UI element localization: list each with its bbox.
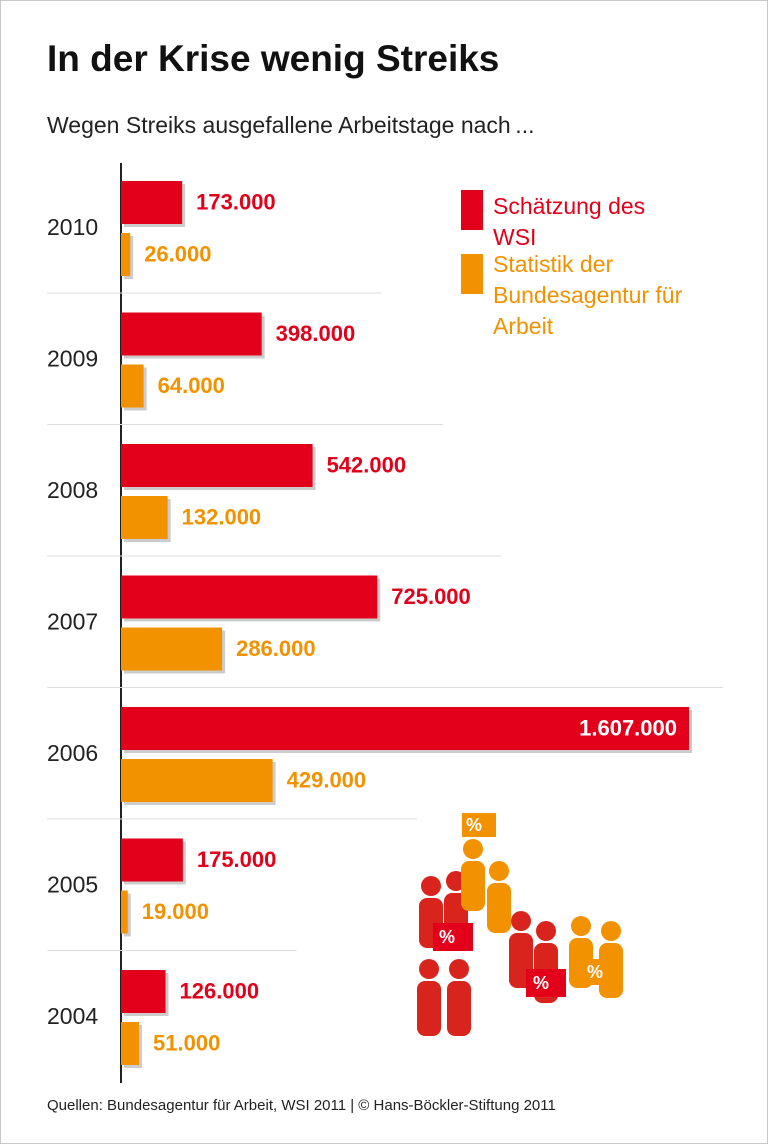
value-label: 542.000 bbox=[327, 452, 407, 477]
y-tick-label: 2006 bbox=[47, 740, 98, 766]
y-tick-label: 2004 bbox=[47, 1003, 98, 1029]
bar bbox=[121, 707, 689, 750]
legend-swatch bbox=[461, 190, 483, 230]
y-tick-label: 2009 bbox=[47, 346, 98, 372]
value-label: 132.000 bbox=[182, 504, 262, 529]
svg-text:%: % bbox=[533, 973, 549, 993]
value-label: 126.000 bbox=[180, 978, 260, 1003]
bar bbox=[121, 364, 144, 408]
value-label: 1.607.000 bbox=[579, 715, 677, 740]
chart-title: In der Krise wenig Streiks bbox=[47, 38, 499, 79]
value-label: 286.000 bbox=[236, 636, 316, 661]
bar bbox=[121, 1022, 140, 1065]
value-label: 398.000 bbox=[276, 321, 356, 346]
bar bbox=[121, 970, 166, 1013]
chart-subtitle: Wegen Streiks ausgefallene Arbeitstage n… bbox=[47, 112, 534, 138]
y-tick-label: 2010 bbox=[47, 214, 98, 240]
value-label: 26.000 bbox=[144, 241, 211, 266]
svg-text:%: % bbox=[439, 927, 455, 947]
y-tick-label: 2008 bbox=[47, 477, 98, 503]
illustration: %%%% bbox=[417, 813, 623, 1036]
svg-text:%: % bbox=[466, 815, 482, 835]
bar bbox=[121, 575, 378, 619]
bar bbox=[121, 890, 128, 934]
y-tick-label: 2005 bbox=[47, 872, 98, 898]
bar bbox=[121, 496, 168, 539]
bar bbox=[121, 627, 223, 671]
svg-text:%: % bbox=[587, 962, 603, 982]
bar bbox=[121, 759, 273, 802]
value-label: 725.000 bbox=[391, 584, 471, 609]
bar bbox=[121, 838, 183, 882]
bar bbox=[121, 181, 183, 224]
legend-label: Schätzung des WSI bbox=[493, 193, 646, 250]
value-label: 429.000 bbox=[287, 767, 367, 792]
legend-label: Statistik der Bundesagentur für Arbeit bbox=[493, 251, 683, 339]
bar bbox=[121, 312, 262, 356]
y-tick-label: 2007 bbox=[47, 609, 98, 635]
value-label: 175.000 bbox=[197, 847, 277, 872]
legend-swatch bbox=[461, 254, 483, 294]
value-label: 51.000 bbox=[153, 1030, 220, 1055]
value-label: 64.000 bbox=[158, 373, 225, 398]
value-label: 173.000 bbox=[196, 189, 276, 214]
value-label: 19.000 bbox=[142, 899, 209, 924]
source: Quellen: Bundesagentur für Arbeit, WSI 2… bbox=[47, 1097, 556, 1114]
bar bbox=[121, 444, 313, 487]
bar bbox=[121, 233, 131, 276]
